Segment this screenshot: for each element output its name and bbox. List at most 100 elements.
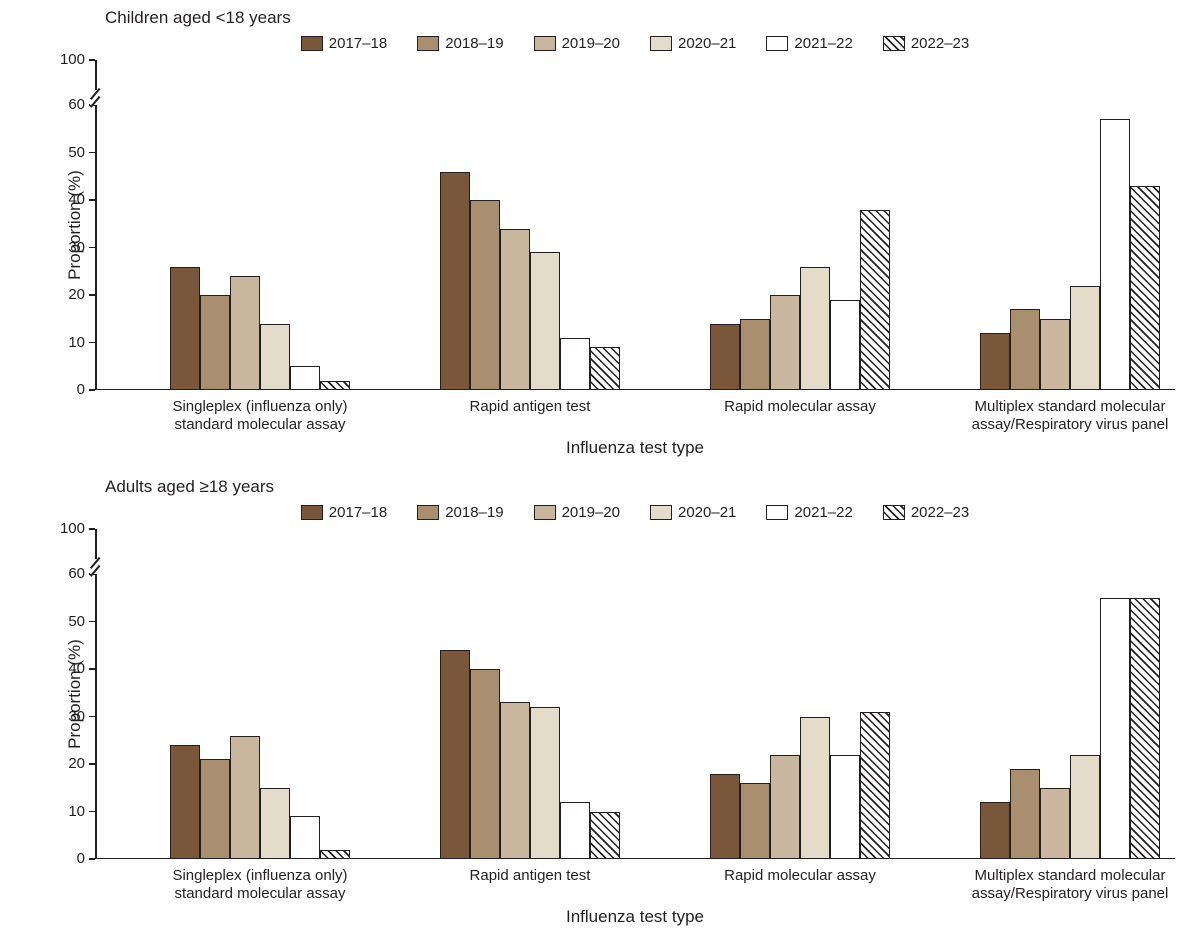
panel-title: Adults aged ≥18 years: [105, 477, 274, 497]
y-tick-label: 0: [50, 850, 85, 867]
y-tick: [89, 389, 95, 391]
category-label: Rapid molecular assay: [670, 398, 930, 416]
bar: [740, 783, 770, 859]
legend-swatch: [534, 36, 556, 51]
bar: [230, 736, 260, 860]
bar: [1040, 788, 1070, 859]
legend-label: 2021–22: [794, 504, 852, 521]
legend-item-1: 2018–19: [417, 504, 503, 521]
bar: [590, 812, 620, 860]
bar: [1100, 119, 1130, 390]
legend-swatch: [650, 505, 672, 520]
legend-label: 2019–20: [562, 35, 620, 52]
bar: [1130, 598, 1160, 859]
bar: [260, 324, 290, 391]
bar: [1010, 769, 1040, 859]
bar: [740, 319, 770, 390]
legend-label: 2020–21: [678, 504, 736, 521]
y-tick-label: 0: [50, 381, 85, 398]
bar: [560, 338, 590, 390]
legend-item-3: 2020–21: [650, 35, 736, 52]
legend-label: 2022–23: [911, 504, 969, 521]
bar: [470, 669, 500, 859]
y-tick-label: 20: [50, 286, 85, 303]
bar: [860, 210, 890, 391]
bar: [710, 774, 740, 860]
legend-label: 2017–18: [329, 35, 387, 52]
bar: [200, 759, 230, 859]
y-tick: [89, 528, 95, 530]
bar: [200, 295, 230, 390]
bar: [980, 802, 1010, 859]
bar: [170, 745, 200, 859]
legend-label: 2021–22: [794, 35, 852, 52]
plot-area: 0102030405060100Proportion (%)Singleplex…: [95, 60, 1175, 390]
y-tick-label: 20: [50, 755, 85, 772]
category-label: Rapid molecular assay: [670, 867, 930, 885]
bar: [1100, 598, 1130, 859]
legend: 2017–182018–192019–202020–212021–222022–…: [95, 504, 1175, 521]
bar: [830, 755, 860, 860]
y-tick-label: 50: [50, 613, 85, 630]
bar: [860, 712, 890, 859]
y-tick: [89, 811, 95, 813]
bar: [500, 229, 530, 391]
legend-swatch: [534, 505, 556, 520]
legend-label: 2018–19: [445, 35, 503, 52]
category-label: Multiplex standard molecularassay/Respir…: [940, 398, 1200, 434]
legend-item-3: 2020–21: [650, 504, 736, 521]
bar: [290, 816, 320, 859]
y-tick: [89, 342, 95, 344]
bar: [560, 802, 590, 859]
legend-label: 2020–21: [678, 35, 736, 52]
bar: [710, 324, 740, 391]
legend-label: 2019–20: [562, 504, 620, 521]
y-tick-label: 100: [50, 520, 85, 537]
bar: [800, 267, 830, 391]
y-axis: [95, 529, 97, 859]
chart-panel-0: Children aged <18 years2017–182018–19201…: [0, 0, 1200, 469]
y-tick: [89, 199, 95, 201]
bar: [230, 276, 260, 390]
y-tick-label: 60: [50, 565, 85, 582]
legend-swatch: [650, 36, 672, 51]
y-tick-label: 100: [50, 51, 85, 68]
legend-swatch: [766, 36, 788, 51]
legend-item-0: 2017–18: [301, 35, 387, 52]
y-tick: [89, 59, 95, 61]
category-label: Rapid antigen test: [400, 867, 660, 885]
legend-item-2: 2019–20: [534, 35, 620, 52]
bar: [320, 381, 350, 391]
legend-swatch: [301, 36, 323, 51]
legend-label: 2018–19: [445, 504, 503, 521]
bar: [1130, 186, 1160, 390]
bar: [320, 850, 350, 860]
y-tick-label: 50: [50, 144, 85, 161]
y-tick: [89, 763, 95, 765]
chart-panel-1: Adults aged ≥18 years2017–182018–192019–…: [0, 469, 1200, 938]
x-axis-label: Influenza test type: [95, 907, 1175, 927]
bar: [440, 650, 470, 859]
bar: [1070, 286, 1100, 391]
y-axis-label: Proportion (%): [65, 165, 85, 285]
legend-swatch: [417, 36, 439, 51]
legend-swatch: [417, 505, 439, 520]
bar: [1040, 319, 1070, 390]
legend-item-4: 2021–22: [766, 35, 852, 52]
y-tick: [89, 716, 95, 718]
legend-swatch: [883, 505, 905, 520]
bar: [800, 717, 830, 860]
y-tick-label: 10: [50, 334, 85, 351]
legend-label: 2022–23: [911, 35, 969, 52]
bar: [290, 366, 320, 390]
legend-swatch: [766, 505, 788, 520]
legend-swatch: [883, 36, 905, 51]
y-tick: [89, 858, 95, 860]
y-tick: [89, 668, 95, 670]
x-axis-label: Influenza test type: [95, 438, 1175, 458]
legend-item-1: 2018–19: [417, 35, 503, 52]
legend-item-5: 2022–23: [883, 35, 969, 52]
legend-item-4: 2021–22: [766, 504, 852, 521]
bar: [1010, 309, 1040, 390]
legend: 2017–18 2018–19 2019–20 2020–21 2021–22 2022–…: [95, 35, 1175, 52]
